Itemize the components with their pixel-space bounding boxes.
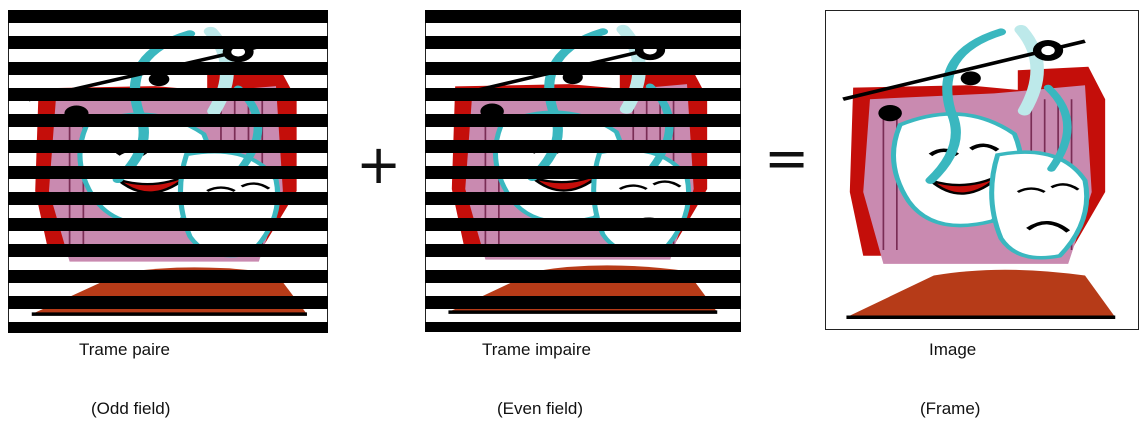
interlace-stripes <box>425 10 741 332</box>
stripe-band <box>8 192 328 205</box>
stripe-band <box>8 270 328 283</box>
stripe-band <box>425 244 741 257</box>
frame-subcaption: (Frame) <box>920 399 981 418</box>
stripe-band <box>425 10 741 23</box>
stripe-band <box>425 140 741 153</box>
even-field-image <box>425 10 741 332</box>
interlace-stripes <box>8 10 328 333</box>
plus-operator: + <box>356 133 402 196</box>
stripe-band <box>425 218 741 231</box>
stripe-band <box>425 88 741 101</box>
odd-field-subcaption: (Odd field) <box>91 399 171 418</box>
frame-caption: Image <box>929 340 977 359</box>
even-field-subcaption: (Even field) <box>497 399 583 418</box>
odd-field-image <box>8 10 328 333</box>
stripe-band <box>425 36 741 49</box>
odd-field-panel <box>8 10 328 333</box>
stripe-band <box>8 244 328 257</box>
stripe-band <box>8 296 328 309</box>
stripe-band <box>425 62 741 75</box>
even-field-caption: Trame impaire <box>482 340 591 359</box>
stripe-band <box>425 270 741 283</box>
frame-panel <box>825 10 1139 330</box>
stripe-band <box>8 322 328 333</box>
stripe-band <box>8 114 328 127</box>
stripe-band <box>8 36 328 49</box>
equals-operator: = <box>764 127 810 190</box>
stripe-band <box>425 192 741 205</box>
stripe-band <box>8 88 328 101</box>
stripe-band <box>8 10 328 23</box>
stripe-band <box>425 322 741 332</box>
stripe-band <box>8 62 328 75</box>
odd-field-caption: Trame paire <box>79 340 171 359</box>
even-field-panel <box>425 10 741 332</box>
stripe-band <box>8 166 328 179</box>
stripe-band <box>425 114 741 127</box>
stripe-band <box>425 166 741 179</box>
stripe-band <box>8 218 328 231</box>
stripe-band <box>8 140 328 153</box>
stripe-band <box>425 296 741 309</box>
frame-image <box>825 10 1139 330</box>
